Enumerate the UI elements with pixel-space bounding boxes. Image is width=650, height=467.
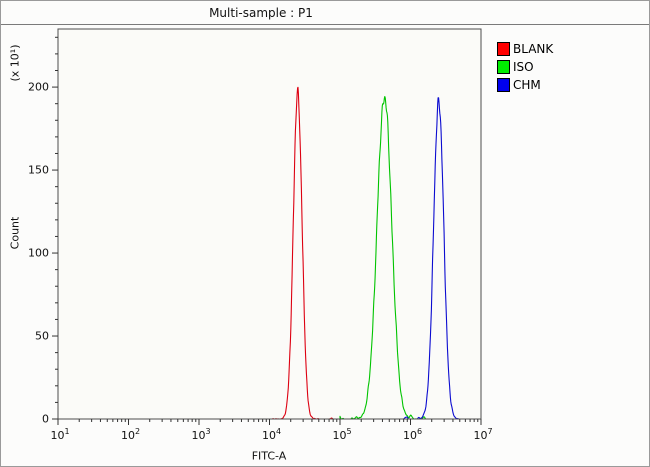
legend-label: ISO bbox=[513, 59, 534, 74]
legend-label: BLANK bbox=[513, 41, 554, 56]
y-axis-multiplier-label: (x 10¹) bbox=[8, 44, 22, 82]
x-tick-label: 105 bbox=[332, 427, 351, 442]
legend-color-swatch bbox=[497, 77, 510, 92]
y-tick-label: 200 bbox=[28, 81, 49, 94]
x-tick-label: 101 bbox=[50, 427, 69, 442]
x-tick-label: 102 bbox=[121, 427, 140, 442]
legend-label: CHM bbox=[513, 77, 541, 92]
legend-item-chm: CHM bbox=[497, 77, 553, 92]
plot-background bbox=[58, 29, 481, 419]
x-tick-label: 107 bbox=[473, 427, 492, 442]
y-tick-label: 0 bbox=[42, 413, 49, 426]
legend-item-blank: BLANK bbox=[497, 41, 553, 56]
legend-color-swatch bbox=[497, 59, 510, 74]
chart-title: Multi-sample : P1 bbox=[209, 5, 313, 20]
x-axis-title: FITC-A bbox=[251, 449, 287, 463]
y-tick-label: 100 bbox=[28, 247, 49, 260]
legend-item-iso: ISO bbox=[497, 59, 553, 74]
legend: BLANK ISO CHM bbox=[497, 41, 553, 92]
y-axis-title: Count bbox=[8, 216, 22, 250]
x-tick-label: 104 bbox=[262, 427, 281, 442]
x-tick-label: 106 bbox=[403, 427, 422, 442]
legend-color-swatch bbox=[497, 41, 510, 56]
x-tick-label: 103 bbox=[191, 427, 210, 442]
y-tick-label: 150 bbox=[28, 164, 49, 177]
y-tick-label: 50 bbox=[35, 330, 49, 343]
chart-title-bar: Multi-sample : P1 bbox=[1, 1, 649, 25]
